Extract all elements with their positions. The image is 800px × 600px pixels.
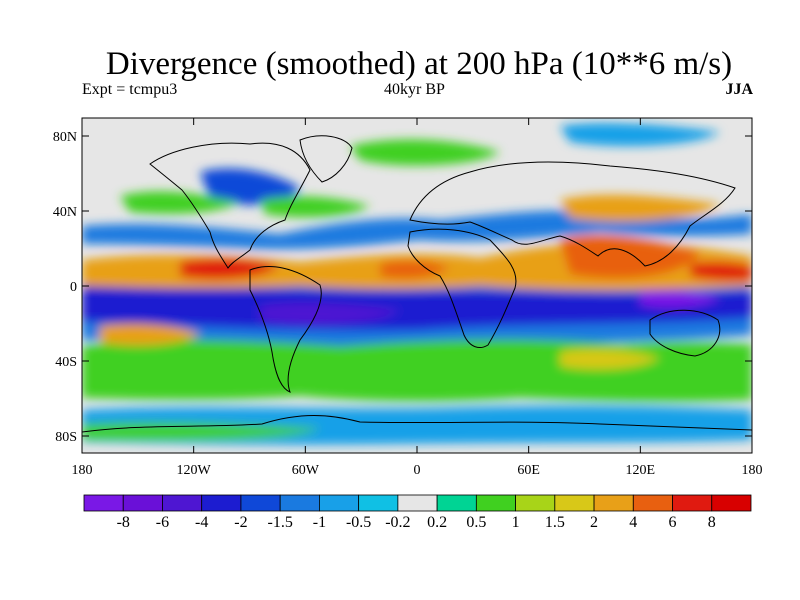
colorbar-label: 1 xyxy=(512,514,520,531)
colorbar-label: 2 xyxy=(590,514,598,531)
colorbar-swatch xyxy=(397,494,438,512)
latitude-axis: 80N 40N 0 40S 80S xyxy=(53,130,752,445)
north-america-outline xyxy=(149,142,311,269)
colorbar-label: -8 xyxy=(117,514,130,531)
colorbar-label: 4 xyxy=(629,514,637,531)
north-pacific-divergence xyxy=(120,191,240,214)
coastlines xyxy=(82,135,752,433)
australia-outline xyxy=(649,309,721,357)
north-atlantic-divergence xyxy=(260,196,370,218)
colorbar-label: -0.2 xyxy=(385,514,410,531)
colorbar-swatch xyxy=(122,494,163,512)
asian-monsoon-divergence xyxy=(560,235,700,279)
northern-midlatitude-convergence xyxy=(82,210,752,250)
colorbar-swatch xyxy=(83,494,124,512)
arctic-divergence xyxy=(350,139,500,166)
greenland-outline xyxy=(299,135,353,183)
south-pacific-divergence-core xyxy=(100,323,200,346)
colorbar-swatch xyxy=(475,494,516,512)
experiment-label: Expt = tcmpu3 xyxy=(82,81,178,98)
antarctica-outline xyxy=(82,415,752,433)
lat-tick-label: 80N xyxy=(53,130,77,145)
north-america-convergence xyxy=(200,168,300,205)
europe-asia-outline xyxy=(409,161,736,267)
colorbar-swatch xyxy=(358,494,399,512)
season-label: JJA xyxy=(725,81,753,98)
colorbar-label: -2 xyxy=(234,514,247,531)
colorbar-swatch xyxy=(554,494,595,512)
lon-tick-label: 60W xyxy=(292,463,320,478)
colorbar-label: 1.5 xyxy=(545,514,565,531)
colorbar-label: 0.2 xyxy=(427,514,447,531)
colorbar-label: -0.5 xyxy=(346,514,371,531)
colorbar: -8 -6 -4 -2 -1.5 -1 -0.5 -0.2 0.2 0.5 1 1.5 2 4 6 8 xyxy=(83,494,752,531)
east-pacific-divergence-core xyxy=(180,258,280,280)
colorbar-swatch xyxy=(632,494,673,512)
lat-tick-label: 0 xyxy=(70,280,77,295)
colorbar-label: -1.5 xyxy=(268,514,293,531)
colorbar-swatch xyxy=(240,494,281,512)
colorbar-label: -1 xyxy=(313,514,326,531)
lon-tick-label: 120W xyxy=(177,463,212,478)
colorbar-label: 6 xyxy=(669,514,677,531)
lon-tick-label: 120E xyxy=(626,463,656,478)
longitude-axis: 180 120W 60W 0 60E 120E 180 xyxy=(72,118,763,478)
west-pacific-convergence-core xyxy=(640,288,720,308)
colorbar-swatch xyxy=(319,494,360,512)
africa-divergence-core xyxy=(380,260,450,279)
southern-subtropical-divergence xyxy=(82,339,752,403)
lat-tick-label: 40N xyxy=(53,205,77,220)
west-pacific-divergence-core xyxy=(690,261,752,281)
south-america-outline xyxy=(249,266,322,393)
lat-tick-label: 80S xyxy=(55,430,77,445)
colorbar-label: -6 xyxy=(156,514,169,531)
colorbar-swatch xyxy=(279,494,320,512)
plot-title: Divergence (smoothed) at 200 hPa (10**6 … xyxy=(105,46,733,82)
colorbar-label: 8 xyxy=(708,514,716,531)
lon-tick-label: 180 xyxy=(742,463,763,478)
arctic-convergence xyxy=(560,123,720,147)
colorbar-label: 0.5 xyxy=(466,514,486,531)
equatorial-strong-convergence xyxy=(82,285,752,331)
africa-outline xyxy=(407,228,517,348)
eurasia-divergence xyxy=(560,194,720,222)
colorbar-swatch xyxy=(515,494,556,512)
colorbar-swatch xyxy=(162,494,203,512)
lon-tick-label: 180 xyxy=(72,463,93,478)
south-indian-divergence-core xyxy=(560,349,660,370)
colorbar-swatch xyxy=(593,494,634,512)
divergence-field xyxy=(82,118,752,453)
colorbar-swatch xyxy=(672,494,713,512)
colorbar-swatch xyxy=(711,494,752,512)
pacific-convergence-core xyxy=(260,303,400,325)
lon-tick-label: 60E xyxy=(517,463,540,478)
lon-tick-label: 0 xyxy=(414,463,421,478)
lat-tick-label: 40S xyxy=(55,355,77,370)
colorbar-label: -4 xyxy=(195,514,208,531)
colorbar-swatch xyxy=(436,494,477,512)
period-label: 40kyr BP xyxy=(384,81,445,98)
colorbar-swatch xyxy=(201,494,242,512)
